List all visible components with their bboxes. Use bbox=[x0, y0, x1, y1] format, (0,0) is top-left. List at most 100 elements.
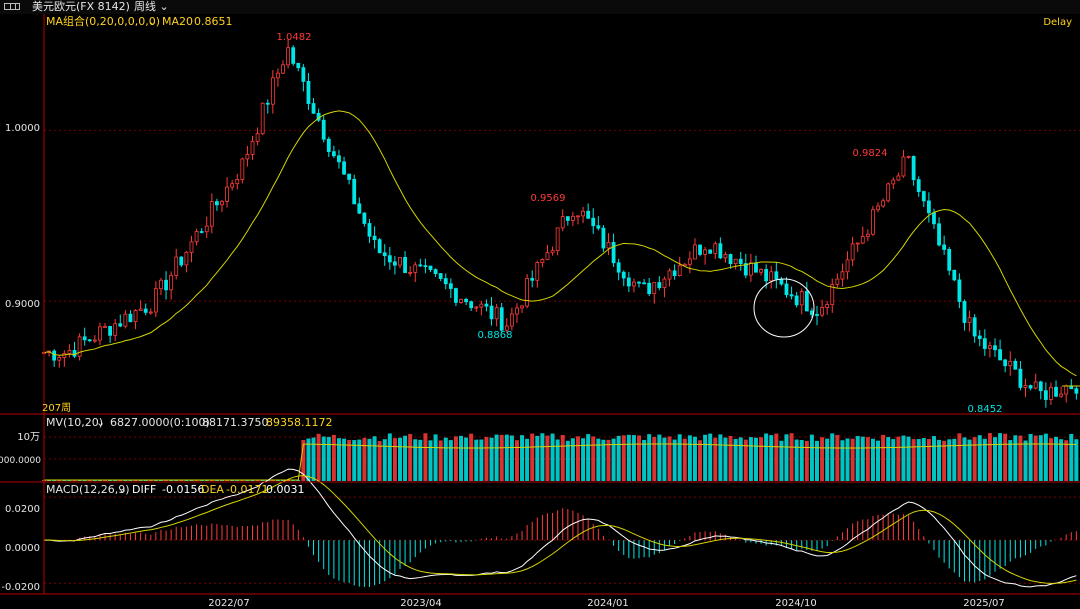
vol-tick-label: 10万 bbox=[17, 432, 40, 443]
period-label: 周线 bbox=[134, 0, 156, 13]
volume-bar bbox=[764, 433, 769, 481]
volume-bar bbox=[611, 438, 616, 481]
candle-body bbox=[504, 325, 509, 331]
candle-body bbox=[1018, 368, 1023, 388]
candle-body bbox=[174, 256, 179, 276]
volume-bar bbox=[484, 436, 489, 481]
candle-body bbox=[199, 231, 204, 233]
volume-bar bbox=[850, 438, 855, 481]
candle-body bbox=[220, 200, 224, 206]
candle-body bbox=[774, 271, 779, 280]
volume-bar bbox=[499, 434, 504, 481]
volume-bar bbox=[1038, 435, 1043, 481]
volume-bar bbox=[921, 438, 926, 481]
candle-body bbox=[586, 210, 591, 219]
candle-body bbox=[901, 156, 906, 177]
candle-body bbox=[611, 242, 616, 264]
candle-body bbox=[209, 201, 214, 227]
volume-bar bbox=[779, 440, 784, 481]
diff-value: -0.0156 bbox=[162, 483, 204, 496]
volume-bar bbox=[972, 437, 977, 481]
volume-bar bbox=[1059, 439, 1064, 481]
candle-body bbox=[708, 249, 713, 254]
candle-body bbox=[932, 212, 936, 225]
volume-bar bbox=[504, 434, 509, 481]
volume-bar bbox=[397, 437, 402, 481]
candle-body bbox=[621, 271, 626, 279]
volume-bar bbox=[342, 438, 347, 481]
candle-body bbox=[1049, 386, 1053, 400]
candle-body bbox=[464, 298, 469, 303]
candle-body bbox=[576, 215, 580, 218]
candle-body bbox=[581, 210, 585, 217]
volume-bar bbox=[952, 438, 957, 481]
candle-body bbox=[942, 244, 947, 250]
candle-body bbox=[906, 156, 911, 158]
volume-bar bbox=[804, 440, 809, 481]
volume-bar bbox=[667, 436, 672, 481]
candle-body bbox=[311, 103, 316, 114]
volume-bar bbox=[423, 433, 428, 481]
volume-bar bbox=[367, 438, 372, 481]
volume-bar bbox=[565, 440, 570, 481]
volume-bar bbox=[626, 434, 631, 481]
candle-body bbox=[988, 345, 992, 349]
volume-bar bbox=[982, 438, 987, 481]
mv-indicator-label[interactable]: MV(10,20) bbox=[46, 416, 103, 429]
volume-bar bbox=[331, 434, 336, 481]
volume-bar bbox=[301, 440, 306, 481]
volume-bar bbox=[977, 435, 982, 481]
volume-bar bbox=[860, 436, 865, 481]
period-selector[interactable]: 周线 ⌄ bbox=[134, 0, 169, 14]
candle-body bbox=[835, 278, 840, 285]
candle-body bbox=[1064, 385, 1069, 395]
candle-body bbox=[72, 350, 77, 357]
candle-body bbox=[484, 303, 489, 307]
volume-bar bbox=[682, 438, 687, 481]
ma20-label: MA20 bbox=[162, 15, 193, 28]
candle-body bbox=[871, 209, 875, 235]
candle-body bbox=[331, 151, 336, 157]
volume-bar bbox=[545, 435, 550, 481]
volume-bar bbox=[931, 436, 936, 481]
macd-indicator-label[interactable]: MACD(12,26,9) bbox=[46, 483, 130, 496]
volume-bar bbox=[642, 439, 647, 481]
volume-bar bbox=[672, 439, 677, 481]
volume-bar bbox=[774, 433, 779, 481]
candle-body bbox=[1043, 390, 1048, 400]
candle-body bbox=[855, 242, 860, 245]
volume-bar bbox=[957, 433, 962, 481]
candle-body bbox=[87, 339, 92, 342]
volume-bar bbox=[1023, 440, 1028, 481]
delay-status: Delay bbox=[1043, 17, 1072, 28]
candle-body bbox=[433, 269, 438, 274]
candle-body bbox=[240, 158, 245, 180]
candle-body bbox=[159, 279, 163, 290]
instrument-title[interactable]: 美元欧元(FX 8142) bbox=[32, 0, 130, 13]
window-icon[interactable] bbox=[4, 3, 20, 10]
candle-body bbox=[413, 264, 418, 273]
volume-bar bbox=[967, 439, 972, 481]
dea-value: -0.0171 bbox=[226, 483, 268, 496]
candle-body bbox=[570, 215, 575, 221]
candle-body bbox=[387, 255, 392, 263]
candle-body bbox=[703, 249, 708, 255]
candle-body bbox=[281, 64, 285, 74]
candle-body bbox=[637, 281, 641, 284]
volume-bar bbox=[845, 438, 850, 481]
volume-bar bbox=[326, 436, 331, 481]
candle-body bbox=[667, 270, 672, 280]
candle-body bbox=[881, 200, 886, 207]
ma-indicator-label[interactable]: MA组合(0,20,0,0,0,0) bbox=[46, 14, 160, 28]
volume-bar bbox=[870, 438, 875, 481]
volume-bar bbox=[703, 434, 708, 481]
volume-bar bbox=[570, 438, 575, 481]
candle-body bbox=[652, 282, 657, 295]
candle-body bbox=[1003, 359, 1008, 367]
volume-bar bbox=[748, 437, 753, 481]
volume-bar bbox=[413, 439, 418, 481]
volume-bar bbox=[311, 437, 316, 481]
candle-body bbox=[591, 217, 596, 227]
candle-body bbox=[911, 156, 916, 181]
